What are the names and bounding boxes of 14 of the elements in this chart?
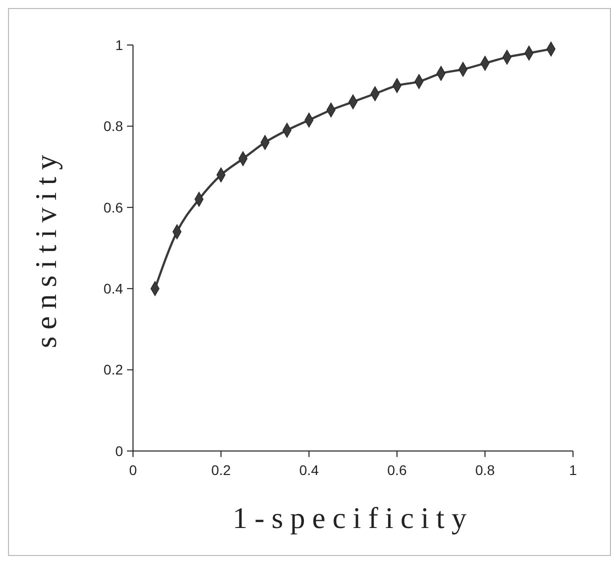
x-tick-label: 0.4 — [299, 462, 319, 478]
y-tick-label: 0.4 — [104, 280, 124, 296]
x-tick-label: 1 — [569, 462, 578, 478]
y-axis-title: sensitivity — [30, 148, 63, 348]
y-tick-label: 0 — [115, 442, 124, 459]
y-tick-label: 0.2 — [104, 362, 124, 378]
y-tick-label: 0.8 — [104, 118, 124, 134]
x-tick-label: 0 — [129, 462, 138, 478]
x-tick-label: 0.8 — [475, 462, 495, 478]
x-axis-title: 1-specificity — [232, 502, 474, 535]
x-tick-label: 0.6 — [387, 462, 407, 478]
y-tick-label: 1 — [115, 36, 124, 53]
y-tick-label: 0.6 — [104, 199, 124, 216]
x-tick-label: 0.2 — [211, 462, 231, 478]
